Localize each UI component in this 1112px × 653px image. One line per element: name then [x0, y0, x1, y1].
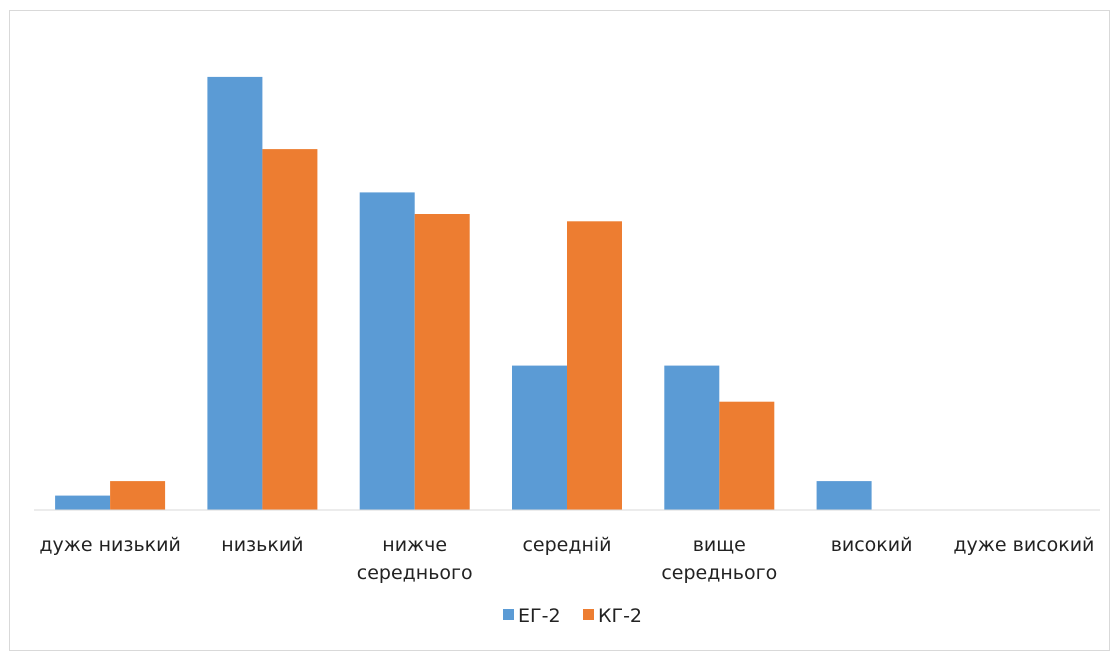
bar-series2-cat5 [719, 401, 775, 510]
bar-series1-cat6 [816, 481, 872, 510]
legend-swatch-series2 [583, 609, 594, 620]
x-tick-label: нижче середнього [357, 534, 473, 584]
legend-label-series2: КГ-2 [598, 605, 642, 627]
x-tick-label: високий [831, 534, 913, 556]
bar-series2-cat3 [414, 214, 470, 510]
bar-series1-cat4 [512, 365, 567, 510]
chart-frame [9, 10, 1110, 651]
x-tick-label: вище середнього [661, 534, 777, 584]
legend-label-series1: ЕГ-2 [518, 605, 561, 627]
bar-series1-cat1 [55, 495, 111, 510]
x-tick-label: середній [522, 534, 611, 556]
bar-series2-cat1 [110, 481, 166, 510]
bar-series2-cat4 [567, 221, 622, 511]
x-tick-label: низький [221, 534, 303, 556]
bars-group [55, 76, 872, 511]
legend-swatch-series1 [503, 609, 514, 620]
x-tick-label: дуже низький [39, 534, 180, 556]
bar-series1-cat5 [664, 365, 720, 510]
x-tick-labels: дуже низький низький нижче середнього середн… [39, 534, 1094, 584]
bar-series1-cat2 [207, 76, 263, 511]
legend: ЕГ-2 КГ-2 [503, 605, 642, 627]
x-tick-label: дуже високий [953, 534, 1094, 556]
bar-series1-cat3 [359, 192, 415, 510]
bar-series2-cat2 [262, 149, 318, 510]
